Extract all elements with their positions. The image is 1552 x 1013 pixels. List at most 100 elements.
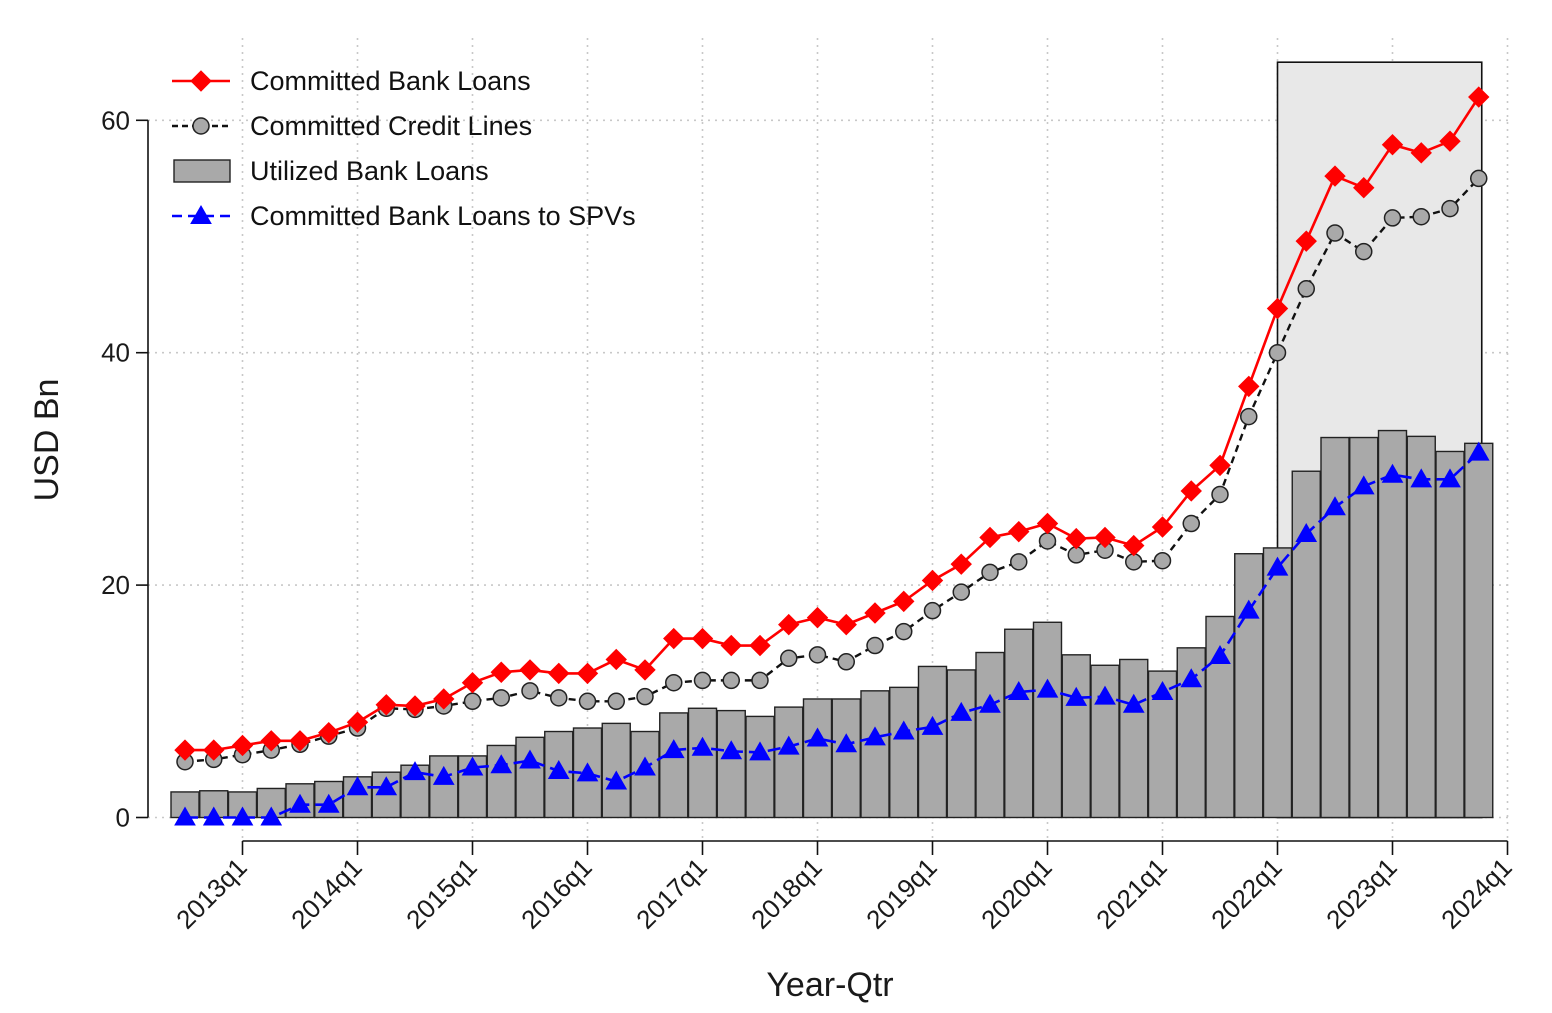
- data-point: [346, 776, 369, 796]
- data-point: [519, 749, 541, 769]
- data-point: [1036, 678, 1059, 698]
- data-point: [461, 756, 484, 776]
- data-point: [1238, 375, 1260, 398]
- data-point: [634, 756, 656, 776]
- data-point: [174, 739, 196, 761]
- data-point: [1297, 280, 1315, 298]
- data-point: [1295, 522, 1318, 542]
- legend-label: Committed Credit Lines: [250, 111, 532, 141]
- x-tick-label: 2020q1: [975, 852, 1058, 935]
- data-point: [1410, 468, 1433, 488]
- series-line: [185, 96, 1480, 752]
- data-point: [1410, 142, 1432, 164]
- data-point: [837, 653, 855, 671]
- x-tick-label: 2023q1: [1320, 852, 1403, 935]
- data-point: [1295, 230, 1317, 252]
- legend-item: Committed Bank Loans: [172, 66, 531, 96]
- data-point: [1353, 176, 1375, 199]
- data-point: [260, 730, 282, 752]
- legend-marker: [192, 117, 210, 135]
- data-point: [1470, 169, 1488, 188]
- data-point: [1381, 133, 1404, 156]
- bar: [687, 707, 718, 819]
- data-point: [691, 736, 714, 756]
- x-axis-title: Year-Qtr: [766, 966, 893, 1004]
- data-point: [576, 762, 599, 782]
- data-point: [979, 526, 1001, 549]
- data-point: [780, 649, 798, 668]
- data-point: [548, 662, 570, 685]
- bar: [601, 722, 631, 819]
- legend-item: Utilized Bank Loans: [173, 156, 489, 186]
- data-point: [921, 569, 944, 592]
- data-point: [1266, 297, 1289, 320]
- y-tick-label: 60: [101, 105, 130, 135]
- bar: [515, 736, 545, 819]
- data-point: [751, 671, 769, 690]
- data-point: [578, 692, 597, 711]
- data-point: [289, 793, 311, 813]
- legend-item: Committed Bank Loans to SPVs: [172, 201, 636, 231]
- legend-swatch: [173, 159, 231, 183]
- data-point: [866, 636, 884, 655]
- data-point: [1209, 644, 1231, 664]
- data-point: [375, 694, 397, 716]
- data-point: [921, 715, 944, 735]
- data-point: [317, 793, 340, 813]
- bar: [1032, 621, 1063, 819]
- bar: [946, 669, 976, 819]
- data-point: [346, 711, 369, 733]
- line-series-committed-bank-loans: [174, 86, 1490, 761]
- data-point: [1010, 553, 1028, 571]
- data-point: [1038, 532, 1057, 550]
- data-point: [318, 721, 340, 744]
- data-point: [806, 606, 829, 629]
- legend-marker: [190, 70, 212, 92]
- data-point: [981, 563, 999, 582]
- data-point: [895, 622, 913, 641]
- bar: [1406, 435, 1436, 819]
- x-tick-label: 2022q1: [1205, 852, 1288, 935]
- bar: [1464, 442, 1494, 819]
- data-point: [1441, 199, 1459, 218]
- bar: [1004, 628, 1034, 819]
- line-series-committed-bank-loans-to-spvs: [174, 441, 1490, 826]
- data-point: [950, 553, 972, 575]
- data-point: [663, 627, 685, 650]
- data-point: [1065, 686, 1088, 706]
- bar: [1377, 429, 1408, 819]
- data-point: [893, 590, 915, 613]
- data-point: [636, 687, 654, 706]
- data-point: [1266, 556, 1289, 576]
- data-point: [1008, 520, 1030, 543]
- data-point: [1237, 599, 1260, 619]
- data-point: [375, 776, 398, 796]
- data-point: [952, 583, 970, 601]
- data-point: [1326, 224, 1344, 242]
- bar: [774, 706, 804, 819]
- data-point: [693, 671, 712, 690]
- data-point: [1439, 468, 1461, 488]
- data-point: [778, 613, 800, 636]
- data-point: [1412, 207, 1430, 226]
- legend-label: Committed Bank Loans to SPVs: [250, 201, 636, 231]
- bar: [1320, 436, 1350, 819]
- data-point: [605, 648, 627, 671]
- data-point: [202, 806, 225, 826]
- bar-series-utilized-bank-loans: [170, 429, 1494, 819]
- data-point: [1240, 407, 1258, 426]
- data-point: [691, 627, 714, 650]
- x-tick-label: 2013q1: [170, 852, 253, 935]
- data-point: [1153, 551, 1172, 570]
- bar: [1349, 436, 1379, 819]
- data-point: [1211, 485, 1229, 504]
- bar: [659, 712, 689, 819]
- data-point: [665, 673, 683, 692]
- data-point: [289, 730, 311, 752]
- bar: [1435, 450, 1465, 819]
- y-tick-label: 0: [116, 803, 130, 833]
- y-axis-title: USD Bn: [28, 379, 66, 502]
- data-point: [605, 770, 628, 790]
